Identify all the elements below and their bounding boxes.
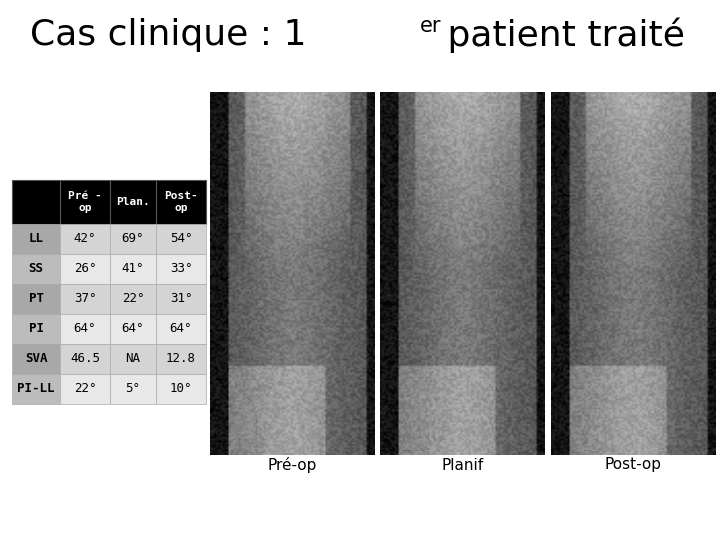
Text: 12.8: 12.8 [166, 353, 196, 366]
Text: 31°: 31° [170, 293, 192, 306]
Text: SVA: SVA [24, 353, 48, 366]
Bar [12, 344, 60, 374]
Bar [12, 374, 60, 404]
Text: 54°: 54° [170, 233, 192, 246]
Text: SS: SS [29, 262, 43, 275]
Text: 33°: 33° [170, 262, 192, 275]
Text: NA: NA [125, 353, 140, 366]
Text: Post-
op: Post- op [164, 191, 198, 213]
Bar [110, 284, 156, 314]
Text: Pré -
op: Pré - op [68, 191, 102, 213]
Text: 42°: 42° [73, 233, 96, 246]
Text: 64°: 64° [73, 322, 96, 335]
Bar [380, 92, 544, 455]
Bar [110, 344, 156, 374]
Text: 64°: 64° [122, 322, 144, 335]
Bar [551, 92, 715, 455]
Text: Pré-op: Pré-op [267, 457, 317, 473]
Bar [60, 254, 110, 284]
Bar [156, 254, 206, 284]
Text: 10°: 10° [170, 382, 192, 395]
Text: PI-LL: PI-LL [17, 382, 55, 395]
Bar [60, 314, 110, 344]
Text: er: er [420, 16, 441, 36]
Text: 69°: 69° [122, 233, 144, 246]
Bar [156, 224, 206, 254]
Text: 46.5: 46.5 [70, 353, 100, 366]
Text: 37°: 37° [73, 293, 96, 306]
Text: 64°: 64° [170, 322, 192, 335]
Text: 26°: 26° [73, 262, 96, 275]
Bar [110, 180, 156, 224]
Text: PI: PI [29, 322, 43, 335]
Bar [110, 224, 156, 254]
Bar [12, 180, 60, 224]
Bar [156, 344, 206, 374]
Bar [210, 92, 374, 455]
Text: 41°: 41° [122, 262, 144, 275]
Text: LL: LL [29, 233, 43, 246]
Text: 22°: 22° [73, 382, 96, 395]
Text: 5°: 5° [125, 382, 140, 395]
Bar [156, 314, 206, 344]
Bar [12, 284, 60, 314]
Text: patient traité: patient traité [436, 17, 685, 53]
Bar [110, 374, 156, 404]
Bar [60, 344, 110, 374]
Text: PT: PT [29, 293, 43, 306]
Bar [156, 180, 206, 224]
Bar [12, 224, 60, 254]
Text: Plan.: Plan. [116, 197, 150, 207]
Text: Planif: Planif [441, 457, 484, 472]
Bar [12, 254, 60, 284]
Text: 22°: 22° [122, 293, 144, 306]
Bar [12, 314, 60, 344]
Bar [156, 284, 206, 314]
Bar [156, 374, 206, 404]
Text: Cas clinique : 1: Cas clinique : 1 [30, 18, 307, 52]
Bar [60, 224, 110, 254]
Bar [110, 254, 156, 284]
Bar [60, 374, 110, 404]
Bar [60, 180, 110, 224]
Bar [60, 284, 110, 314]
Bar [110, 314, 156, 344]
Text: Post-op: Post-op [604, 457, 662, 472]
